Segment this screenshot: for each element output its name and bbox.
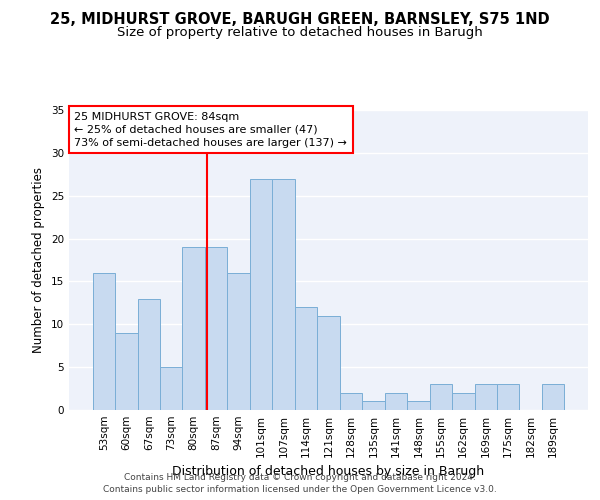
Bar bbox=[160, 367, 182, 410]
Bar bbox=[407, 402, 430, 410]
Bar bbox=[317, 316, 340, 410]
Bar bbox=[205, 247, 227, 410]
Text: Size of property relative to detached houses in Barugh: Size of property relative to detached ho… bbox=[117, 26, 483, 39]
Text: 25 MIDHURST GROVE: 84sqm
← 25% of detached houses are smaller (47)
73% of semi-d: 25 MIDHURST GROVE: 84sqm ← 25% of detach… bbox=[74, 112, 347, 148]
Bar bbox=[115, 333, 137, 410]
Text: Contains public sector information licensed under the Open Government Licence v3: Contains public sector information licen… bbox=[103, 484, 497, 494]
Y-axis label: Number of detached properties: Number of detached properties bbox=[32, 167, 46, 353]
Bar bbox=[137, 298, 160, 410]
X-axis label: Distribution of detached houses by size in Barugh: Distribution of detached houses by size … bbox=[172, 466, 485, 478]
Bar bbox=[452, 393, 475, 410]
Bar bbox=[272, 178, 295, 410]
Bar bbox=[497, 384, 520, 410]
Bar bbox=[340, 393, 362, 410]
Text: 25, MIDHURST GROVE, BARUGH GREEN, BARNSLEY, S75 1ND: 25, MIDHURST GROVE, BARUGH GREEN, BARNSL… bbox=[50, 12, 550, 28]
Bar bbox=[362, 402, 385, 410]
Bar bbox=[182, 247, 205, 410]
Bar bbox=[227, 273, 250, 410]
Text: Contains HM Land Registry data © Crown copyright and database right 2024.: Contains HM Land Registry data © Crown c… bbox=[124, 474, 476, 482]
Bar bbox=[385, 393, 407, 410]
Bar bbox=[430, 384, 452, 410]
Bar bbox=[295, 307, 317, 410]
Bar bbox=[475, 384, 497, 410]
Bar bbox=[250, 178, 272, 410]
Bar bbox=[542, 384, 565, 410]
Bar bbox=[92, 273, 115, 410]
